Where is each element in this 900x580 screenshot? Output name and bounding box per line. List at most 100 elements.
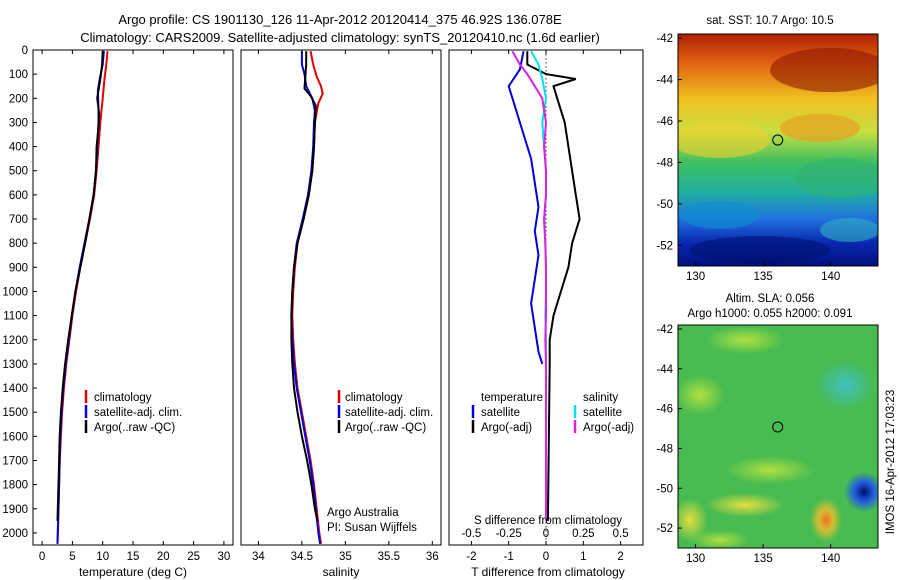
legend-argo: Argo(..raw -QC) (94, 422, 175, 434)
x-tick-label: 15 (127, 551, 140, 563)
sla-map-frame (677, 324, 879, 549)
x-tick-label: -2 (466, 551, 476, 563)
pi-label: PI: Susan Wijffels (327, 522, 417, 534)
s-tick-label: -0.5 (461, 528, 481, 540)
y-tick-label: 700 (9, 214, 28, 226)
argo-location-marker (772, 421, 784, 433)
legend-climatology: climatology (94, 392, 152, 404)
x-tick-label: 0 (543, 551, 549, 563)
y-tick-label: 200 (9, 93, 28, 105)
temperature-panel: 0 5 10 15 20 25 30 0 100 200 300 400 500 600 700 800 90… (2, 45, 234, 579)
salinity-xticks: 34 34.5 35 35.5 36 (252, 50, 439, 563)
x-tick-label: 35.5 (378, 551, 400, 563)
map-x-tick-label: 130 (686, 553, 705, 565)
argo-location-marker (772, 134, 784, 146)
sla-map-panel: Altim. SLA: 0.056 Argo h1000: 0.055 h200… (656, 293, 879, 565)
map-y-tick-label: -48 (656, 443, 673, 455)
map-x-tick-label: 140 (821, 553, 840, 565)
temperature-axes-frame (32, 49, 234, 546)
sst-map-frame (677, 33, 879, 267)
y-tick-label: 600 (9, 190, 28, 202)
map-y-tick-label: -44 (656, 75, 673, 87)
y-tick-label: 800 (9, 238, 28, 250)
sla-map-ticks: 130 135 140 -42 -44 -46 -48 -50 -52 (656, 324, 840, 565)
map-y-tick-label: -52 (656, 523, 673, 535)
series-line-1-2 (290, 51, 319, 522)
y-tick-label: 1800 (2, 480, 28, 492)
x-tick-label: 30 (218, 551, 231, 563)
y-tick-label: 1600 (2, 431, 28, 443)
series-line-2-3 (511, 50, 548, 521)
x-tick-label: 34.5 (291, 551, 313, 563)
salinity-xlabel: salinity (323, 565, 360, 579)
salinity-axes-frame (240, 49, 442, 546)
legend-satellite: satellite-adj. clim. (345, 407, 433, 419)
sst-map-ticks: 130 135 140 -42 -44 -46 -48 -50 -52 (656, 33, 840, 283)
y-tick-label: 500 (9, 166, 28, 178)
y-tick-label: 1100 (3, 311, 28, 323)
x-tick-label: 0 (39, 551, 45, 563)
map-y-tick-label: -44 (656, 364, 673, 376)
map-y-tick-label: -46 (656, 116, 673, 128)
x-tick-label: 2 (617, 551, 623, 563)
salinity-legend: climatology satellite-adj. clim. Argo(..… (337, 390, 433, 434)
salinity-series (290, 51, 324, 544)
series-line-0-2 (56, 51, 104, 521)
map-x-tick-label: 140 (821, 271, 840, 283)
series-line-1-0 (291, 51, 324, 544)
timestamp-stamp: IMOS 16-Apr-2012 17:03:23 (885, 390, 897, 534)
temperature-series (56, 51, 109, 544)
x-tick-label: 20 (157, 551, 170, 563)
y-tick-label: 1700 (2, 455, 28, 467)
map-y-tick-label: -50 (656, 199, 673, 211)
y-tick-label: 2000 (2, 528, 28, 540)
difference-series (507, 50, 581, 521)
y-tick-label: 900 (9, 262, 28, 274)
x-tick-label: 5 (69, 551, 75, 563)
y-tick-label: 1500 (2, 407, 28, 419)
series-line-2-0 (507, 50, 544, 365)
map-y-tick-label: -48 (656, 157, 673, 169)
t-difference-label: T difference from climatology (471, 565, 625, 579)
y-tick-label: 400 (9, 142, 28, 154)
y-tick-label: 1400 (2, 383, 28, 395)
s-tick-label: 0 (543, 528, 549, 540)
legend-salinity-title: salinity (583, 392, 618, 404)
legend-temperature-title: temperature (481, 392, 543, 404)
map-y-tick-label: -46 (656, 404, 673, 416)
s-tick-label: 0.25 (572, 528, 594, 540)
temperature-legend: climatology satellite-adj. clim. Argo(..… (84, 390, 182, 434)
y-tick-label: 1200 (2, 335, 28, 347)
depth-yticks: 0 100 200 300 400 500 600 700 800 900 1000 1100 1200… (2, 45, 37, 540)
legend-s-argo: Argo(-adj) (583, 422, 634, 434)
y-tick-label: 300 (9, 117, 28, 129)
map-x-tick-label: 130 (686, 271, 705, 283)
map-y-tick-label: -42 (656, 33, 673, 45)
difference-legend: temperature salinity satellite Argo(-adj… (471, 392, 634, 434)
sst-heatmap (678, 34, 878, 266)
map-y-tick-label: -42 (656, 324, 673, 336)
salinity-panel: 34 34.5 35 35.5 36 salinity climatology sate… (240, 49, 442, 579)
y-tick-label: 1300 (2, 359, 28, 371)
series-line-2-1 (526, 51, 581, 521)
y-tick-label: 100 (9, 69, 28, 81)
map-x-tick-label: 135 (754, 271, 773, 283)
sst-map-title: sat. SST: 10.7 Argo: 10.5 (706, 15, 833, 27)
legend-t-satellite: satellite (481, 407, 520, 419)
header-line2: Climatology: CARS2009. Satellite-adjuste… (80, 30, 600, 45)
sla-heatmap (678, 325, 878, 548)
legend-satellite: satellite-adj. clim. (94, 407, 182, 419)
x-tick-label: 1 (580, 551, 586, 563)
legend-climatology: climatology (345, 392, 403, 404)
institution-label: Argo Australia (327, 507, 399, 519)
temperature-xticks: 0 5 10 15 20 25 30 (39, 50, 230, 563)
x-tick-label: -1 (504, 551, 514, 563)
legend-t-argo: Argo(-adj) (481, 422, 532, 434)
sst-map-panel: sat. SST: 10.7 Argo: 10.5 130 135 140 -42 -4… (656, 15, 879, 283)
temperature-xlabel: temperature (deg C) (79, 565, 187, 579)
x-tick-label: 36 (426, 551, 439, 563)
series-line-0-1 (56, 51, 105, 544)
s-difference-label: S difference from climatology (474, 515, 622, 527)
y-tick-label: 1900 (2, 504, 28, 516)
